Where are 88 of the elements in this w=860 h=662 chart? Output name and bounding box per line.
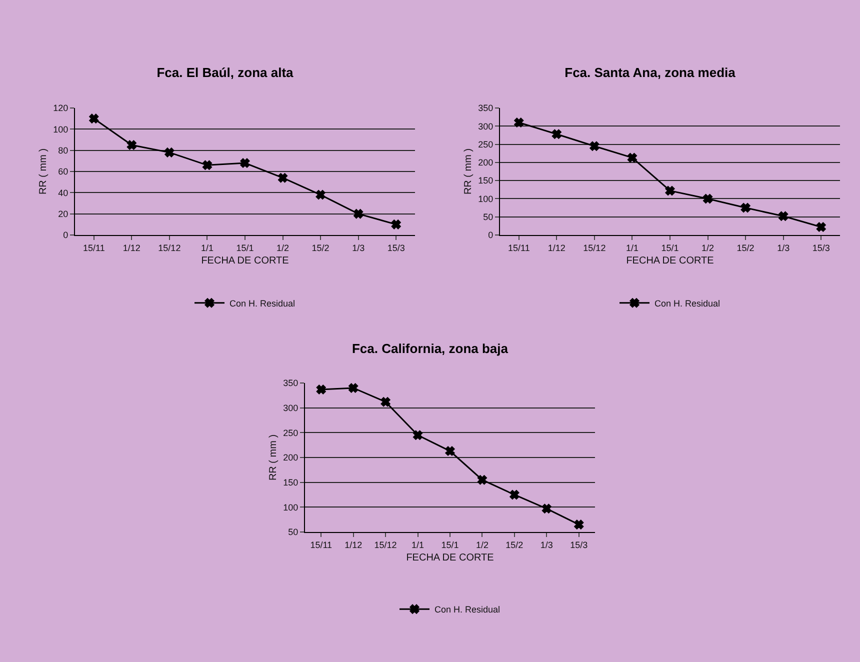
y-tick-label: 350: [283, 378, 298, 388]
y-axis-title: RR ( mm ): [463, 148, 474, 195]
y-tick-label: 200: [478, 158, 494, 168]
x-tick-label: 1/3: [352, 242, 365, 253]
y-tick-label: 200: [283, 452, 298, 463]
y-tick-label: 0: [63, 230, 68, 240]
point: [202, 160, 212, 170]
point: [552, 129, 562, 139]
x-tick-label: 1/1: [200, 242, 214, 253]
x-tick-label: 15/11: [82, 242, 105, 253]
point: [240, 158, 250, 168]
x-tick-label: 1/12: [122, 242, 140, 253]
point: [740, 203, 750, 212]
x-axis-title: FECHA DE CORTE: [626, 255, 714, 266]
x-tick-label: 1/3: [540, 540, 553, 550]
point: [89, 114, 99, 124]
point: [348, 383, 358, 393]
y-axis-title: RR ( mm ): [38, 148, 50, 195]
y-tick-label: 40: [58, 188, 68, 198]
point: [126, 140, 136, 150]
y-tick-label: 100: [53, 124, 68, 134]
x-tick-label: 15/2: [312, 242, 330, 253]
point: [278, 173, 288, 183]
x-tick-label: 1/2: [476, 540, 488, 550]
y-tick-label: 300: [478, 121, 494, 132]
x-tick-label: 1/12: [344, 540, 362, 550]
point: [413, 430, 422, 440]
point: [665, 186, 675, 196]
x-tick-label: 1/2: [702, 242, 714, 253]
y-tick-label: 100: [478, 194, 494, 204]
point: [354, 209, 364, 219]
y-tick-label: 250: [283, 428, 298, 438]
y-tick-label: 50: [288, 527, 298, 538]
point: [478, 475, 487, 485]
x-tick-label: 1/1: [412, 540, 424, 550]
y-tick-label: 50: [483, 212, 494, 222]
chart-title: Fca. Santa Ana, zona media: [564, 65, 736, 80]
y-tick-label: 60: [58, 166, 68, 177]
x-tick-label: 15/1: [661, 242, 679, 253]
point: [445, 446, 455, 456]
point: [542, 504, 552, 514]
x-tick-label: 1/3: [777, 242, 790, 253]
x-tick-label: 15/12: [158, 242, 181, 253]
x-tick-label: 15/3: [812, 242, 830, 253]
x-tick-label: 15/12: [374, 540, 397, 550]
y-tick-label: 100: [283, 502, 298, 512]
point: [316, 384, 326, 394]
x-tick-label: 15/3: [387, 242, 405, 253]
point: [514, 118, 524, 128]
x-tick-label: 1/12: [548, 242, 566, 253]
chart-title: Fca. El Baúl, zona alta: [156, 65, 294, 80]
x-tick-label: 1/2: [276, 242, 290, 253]
y-tick-label: 20: [58, 208, 68, 219]
y-tick-label: 150: [283, 477, 298, 488]
point: [816, 222, 826, 232]
chart-title: Fca. California, zona baja: [352, 341, 509, 356]
x-axis-title: FECHA DE CORTE: [406, 552, 494, 564]
y-tick-label: 0: [488, 230, 494, 240]
x-tick-label: 15/2: [506, 540, 524, 550]
legend-label: Con H. Residual: [654, 298, 720, 308]
point: [703, 194, 712, 204]
x-tick-label: 15/1: [441, 540, 459, 550]
x-axis-title: FECHA DE CORTE: [201, 255, 290, 266]
x-tick-label: 15/1: [236, 242, 254, 253]
x-tick-label: 15/3: [570, 540, 588, 550]
x-tick-label: 15/2: [736, 242, 754, 253]
y-axis-title: RR ( mm ): [268, 434, 280, 481]
x-tick-label: 15/12: [583, 242, 606, 253]
y-tick-label: 350: [478, 103, 494, 114]
point: [590, 141, 600, 151]
x-tick-label: 15/11: [310, 540, 332, 550]
x-tick-label: 15/11: [508, 242, 530, 253]
point: [391, 220, 401, 230]
point: [316, 190, 326, 200]
point: [380, 397, 390, 407]
x-tick-label: 1/1: [626, 242, 638, 253]
y-tick-label: 150: [478, 176, 494, 186]
point: [778, 211, 788, 221]
point: [628, 153, 637, 162]
legend-label: Con H. Residual: [434, 604, 500, 615]
point: [164, 148, 174, 158]
y-tick-label: 120: [53, 103, 68, 114]
y-tick-label: 300: [283, 402, 298, 413]
y-tick-label: 250: [478, 139, 494, 150]
point: [574, 520, 584, 530]
y-tick-label: 80: [58, 145, 68, 156]
point: [510, 490, 520, 500]
legend-label: Con H. Residual: [230, 298, 296, 308]
